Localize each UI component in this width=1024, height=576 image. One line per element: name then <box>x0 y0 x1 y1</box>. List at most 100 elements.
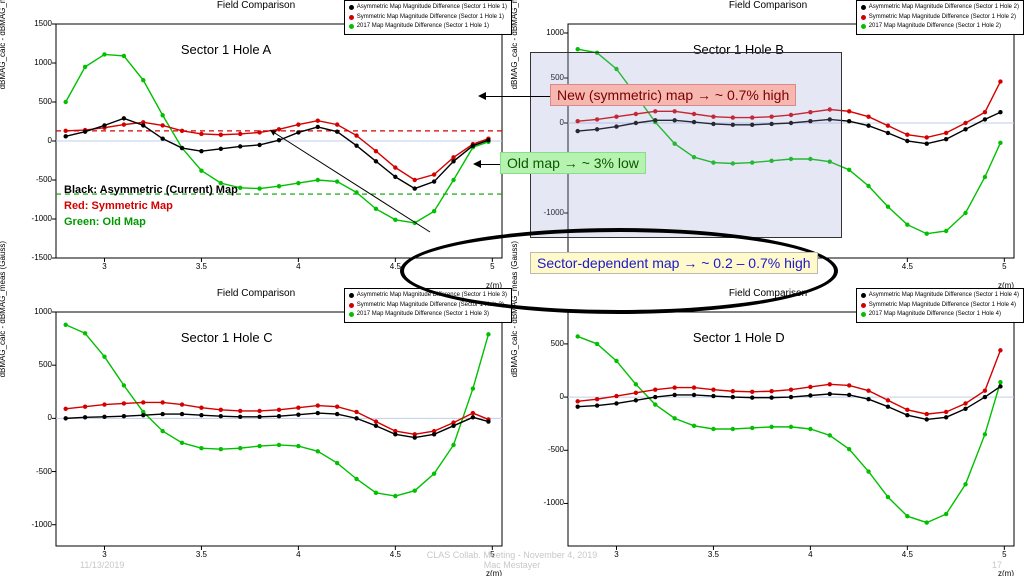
series-point-old <box>847 447 851 451</box>
plot-svg <box>0 0 512 288</box>
series-point-old <box>614 359 618 363</box>
legend-box: Asymmetric Map Magnitude Difference (Sec… <box>344 0 512 35</box>
series-point-sym <box>905 408 909 412</box>
series-point-asym <box>866 397 870 401</box>
series-point-asym <box>180 412 184 416</box>
series-point-asym <box>413 435 417 439</box>
series-point-asym <box>238 415 242 419</box>
legend-item: 2017 Map Magnitude Difference (Sector 1 … <box>861 22 1019 32</box>
series-point-old <box>238 446 242 450</box>
series-point-asym <box>141 123 145 127</box>
series-point-sym <box>277 127 281 131</box>
series-point-asym <box>122 116 126 120</box>
legend-label: Symmetric Map Magnitude Difference (Sect… <box>869 301 1016 311</box>
series-point-old <box>141 78 145 82</box>
y-tick-label: 1000 <box>536 28 564 37</box>
series-point-sym <box>963 121 967 125</box>
series-point-old <box>83 65 87 69</box>
series-point-old <box>122 54 126 58</box>
series-point-asym <box>634 398 638 402</box>
series-point-old <box>296 181 300 185</box>
series-point-sym <box>471 411 475 415</box>
series-point-old <box>692 424 696 428</box>
legend-label: 2017 Map Magnitude Difference (Sector 1 … <box>357 22 489 32</box>
series-point-old <box>925 232 929 236</box>
x-tick-label: 4 <box>288 262 308 271</box>
arrow-green-line <box>480 164 500 165</box>
series-line-old <box>66 54 489 222</box>
series-point-old <box>595 342 599 346</box>
series-point-sym <box>769 389 773 393</box>
series-point-sym <box>866 389 870 393</box>
series-point-sym <box>847 383 851 387</box>
series-point-sym <box>83 404 87 408</box>
legend-dot-icon <box>861 293 866 298</box>
series-point-sym <box>847 109 851 113</box>
series-point-old <box>219 447 223 451</box>
series-point-asym <box>486 419 490 423</box>
legend-item: 2017 Map Magnitude Difference (Sector 1 … <box>349 310 507 320</box>
series-point-asym <box>316 125 320 129</box>
series-point-old <box>180 441 184 445</box>
series-point-sym <box>963 401 967 405</box>
series-point-old <box>413 488 417 492</box>
series-point-old <box>944 512 948 516</box>
legend-dot-icon <box>349 312 354 317</box>
series-point-old <box>575 47 579 51</box>
series-point-old <box>316 178 320 182</box>
legend-dot-icon <box>861 15 866 20</box>
y-tick-label: -500 <box>24 175 52 184</box>
series-point-asym <box>471 415 475 419</box>
series-point-old <box>866 184 870 188</box>
series-line-sym <box>578 350 1001 414</box>
series-point-asym <box>998 110 1002 114</box>
series-point-sym <box>219 133 223 137</box>
series-point-asym <box>63 134 67 138</box>
series-point-sym <box>374 149 378 153</box>
series-point-asym <box>102 123 106 127</box>
series-point-old <box>944 229 948 233</box>
legend-item: Symmetric Map Magnitude Difference (Sect… <box>861 13 1019 23</box>
series-point-sym <box>63 129 67 133</box>
series-point-sym <box>614 394 618 398</box>
series-point-sym <box>63 407 67 411</box>
series-point-old <box>102 52 106 56</box>
series-point-asym <box>354 143 358 147</box>
panel-d: Field ComparisonSector 1 Hole DdBMAG_cal… <box>512 288 1024 576</box>
callout-old-map: Old map → ~ 3% low <box>500 152 646 174</box>
series-point-sym <box>983 110 987 114</box>
series-point-asym <box>122 414 126 418</box>
series-point-sym <box>316 403 320 407</box>
series-point-old <box>963 211 967 215</box>
series-point-sym <box>998 79 1002 83</box>
legend-dot-icon <box>349 24 354 29</box>
series-point-sym <box>432 172 436 176</box>
series-point-old <box>828 433 832 437</box>
series-point-asym <box>160 412 164 416</box>
series-point-asym <box>63 416 67 420</box>
x-tick-label: 3 <box>94 262 114 271</box>
y-tick-label: 1000 <box>24 58 52 67</box>
series-point-sym <box>102 402 106 406</box>
legend-label: Asymmetric Map Magnitude Difference (Sec… <box>869 3 1019 13</box>
series-point-asym <box>219 147 223 151</box>
series-point-old <box>486 332 490 336</box>
footer-page: 17 <box>992 560 1002 570</box>
series-point-sym <box>808 385 812 389</box>
series-point-old <box>296 444 300 448</box>
series-point-old <box>374 207 378 211</box>
series-point-old <box>983 175 987 179</box>
series-point-old <box>413 221 417 225</box>
legend-dot-icon <box>861 24 866 29</box>
series-point-sym <box>672 385 676 389</box>
legend-dot-icon <box>349 5 354 10</box>
legend-item: 2017 Map Magnitude Difference (Sector 1 … <box>861 310 1019 320</box>
series-point-old <box>277 184 281 188</box>
series-point-old <box>354 190 358 194</box>
series-point-old <box>160 113 164 117</box>
plot-frame <box>56 312 502 546</box>
series-point-asym <box>595 403 599 407</box>
series-point-sym <box>692 385 696 389</box>
series-point-asym <box>905 139 909 143</box>
series-point-old <box>711 427 715 431</box>
